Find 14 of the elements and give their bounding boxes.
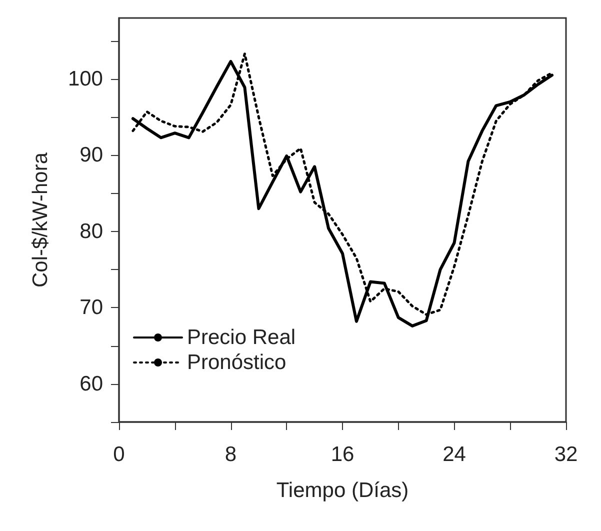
y-tick-label: 90 — [80, 144, 103, 167]
x-axis-title: Tiempo (Días) — [276, 479, 409, 502]
x-tick-label: 16 — [330, 443, 354, 466]
x-tick-label: 24 — [442, 443, 466, 466]
y-tick-label: 100 — [68, 67, 103, 90]
y-tick-label: 70 — [80, 296, 103, 320]
y-tick-label: 60 — [80, 372, 103, 396]
x-tick-label: 32 — [554, 443, 578, 466]
x-tick-label: 0 — [113, 443, 125, 466]
y-axis-title: Col-$/kW-hora — [29, 152, 52, 288]
x-tick-label: 8 — [224, 443, 237, 466]
legend-label: Pronóstico — [187, 351, 286, 374]
legend-label: Precio Real — [187, 326, 296, 349]
y-tick-label: 80 — [80, 220, 103, 243]
